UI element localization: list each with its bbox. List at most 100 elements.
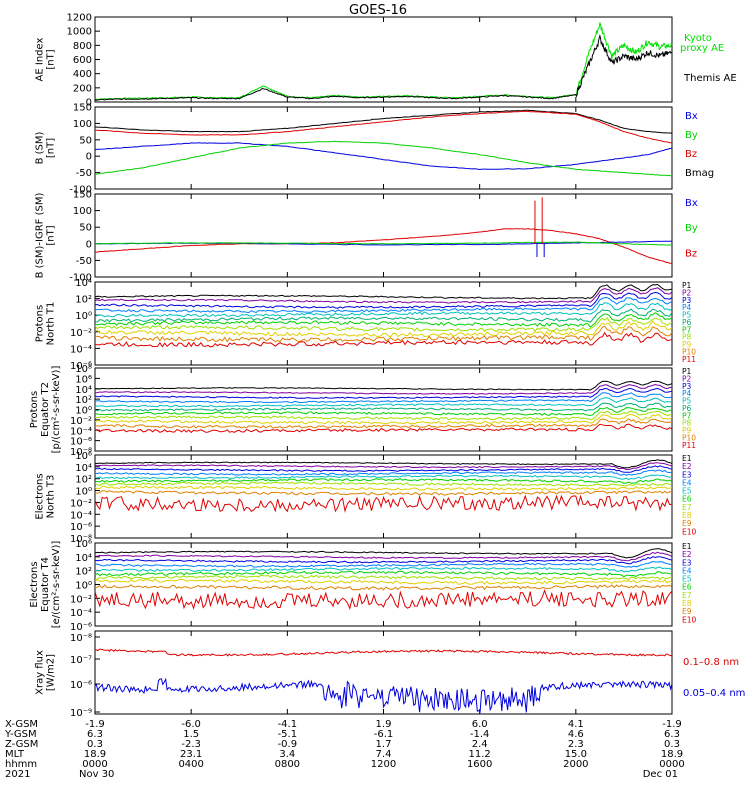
legend-bmag: Bmag [685, 168, 714, 179]
y-tick-label: 50 [79, 223, 92, 234]
y-tick-label: 10⁻⁶ [70, 361, 92, 372]
y-axis-label: Equator T2 [40, 382, 51, 437]
y-tick-label: 10⁰ [75, 406, 92, 417]
series-p9 [94, 413, 673, 425]
x-row-value: 2.4 [472, 739, 488, 750]
x-start-date: Nov 30 [79, 769, 114, 780]
y-tick-label: 100 [73, 206, 92, 217]
y-tick-label: 10⁶ [75, 539, 92, 550]
legend-p5: P5 [682, 311, 692, 320]
series-p2 [94, 383, 673, 395]
legend-bz: Bz [685, 149, 697, 160]
series-kyoto-proxy-ae [94, 22, 673, 101]
y-axis-label: [p/(cm²-s-sr-keV)] [51, 366, 62, 454]
y-tick-label: 10⁻² [70, 328, 92, 339]
y-tick-label: 100 [73, 119, 92, 130]
legend-p3: P3 [682, 382, 692, 391]
y-axis-label: [e/(cm²-s-sr-keV)] [51, 541, 62, 629]
x-row-value: 4.6 [568, 729, 584, 740]
legend-bx: Bx [685, 198, 698, 209]
y-tick-label: 0 [86, 239, 92, 250]
series-e4 [94, 560, 673, 568]
x-row-value: -1.9 [662, 719, 682, 730]
legend-e5: E5 [682, 487, 692, 496]
legend-by: By [685, 223, 698, 234]
legend-e6: E6 [682, 583, 692, 592]
y-tick-label: 10⁰ [75, 311, 92, 322]
series-bz [94, 228, 673, 265]
x-row-value: 0.3 [87, 739, 103, 750]
y-tick-label: 10⁻⁶ [70, 522, 92, 533]
y-tick-label: 10⁴ [75, 463, 92, 474]
x-row-value: 2000 [563, 759, 588, 770]
legend-p3: P3 [682, 296, 692, 305]
legend-bx: Bx [685, 111, 698, 122]
series-bx [94, 142, 673, 171]
series-e9 [94, 584, 673, 591]
y-axis-label: Protons [35, 305, 46, 342]
x-row-value: -5.1 [278, 729, 298, 740]
y-tick-label: 800 [73, 41, 92, 52]
y-axis-label: North T3 [46, 475, 57, 519]
legend-e3: E3 [682, 558, 692, 567]
legend-e1: E1 [682, 454, 692, 463]
x-axis-labels: X-GSM -1.9 -6.0 -4.1 1.9 6.0 4.1 -1.9 Y-GSM 6.3 1.… [4, 719, 685, 780]
x-row-value: 6.3 [664, 729, 680, 740]
series-p1 [94, 283, 673, 300]
legend-short-channel: 0.05–0.4 nm [683, 688, 745, 699]
y-tick-label: 10⁴ [75, 385, 92, 396]
series-bz [94, 110, 673, 144]
legend-p9: P9 [682, 426, 692, 435]
series-by [94, 140, 673, 177]
series-e7 [94, 481, 673, 487]
legend-p7: P7 [682, 325, 692, 334]
series-e7 [94, 574, 672, 581]
series-p10 [94, 418, 673, 429]
panel-electrons_t4: Electrons Equator T4 [e/(cm²-s-sr-keV)] 10⁶… [29, 539, 697, 633]
x-row-value: 23.1 [180, 749, 202, 760]
y-tick-label: 10² [75, 567, 92, 578]
y-tick-label: 0 [86, 98, 92, 109]
legend-p10: P10 [682, 433, 696, 442]
x-row-value: 1600 [467, 759, 492, 770]
y-tick-label: 150 [73, 190, 92, 201]
y-tick-label: -50 [76, 256, 92, 267]
y-tick-label: 10² [75, 475, 92, 486]
y-tick-label: 10⁻⁷ [70, 655, 92, 666]
x-row-value: -4.1 [278, 719, 298, 730]
legend-p1: P1 [682, 367, 692, 376]
x-row-value: 18.9 [661, 749, 683, 760]
series-themis-ae [94, 34, 673, 101]
legend-e10: E10 [682, 615, 697, 624]
x-row-value: 0000 [82, 759, 107, 770]
series-e8 [94, 485, 673, 491]
series-p4 [94, 392, 673, 404]
y-tick-label: 150 [73, 103, 92, 114]
x-row-value: 4.1 [568, 719, 584, 730]
series-e2 [95, 551, 673, 562]
x-row-value: -1.9 [85, 719, 105, 730]
panel-frame [94, 367, 673, 452]
y-tick-label: 1200 [67, 13, 92, 24]
legend-e7: E7 [682, 503, 692, 512]
series-e6 [94, 478, 673, 484]
series-e1 [94, 548, 673, 559]
legend-p11: P11 [682, 441, 696, 450]
panels: AE Index [nT]020040060080010001200Kyotopr… [29, 13, 745, 720]
series-e3 [94, 556, 673, 565]
series-e6 [94, 570, 672, 578]
y-axis-label: [nT] [46, 138, 57, 158]
y-tick-label: 10⁴ [75, 553, 92, 564]
series-bmag [94, 109, 673, 134]
y-tick-label: 10⁰ [75, 581, 92, 592]
y-tick-label: 10⁻² [70, 594, 92, 605]
y-tick-label: 10² [75, 395, 92, 406]
series-p7 [94, 407, 673, 417]
legend-e9: E9 [682, 607, 692, 616]
x-row-value: -1.4 [470, 729, 490, 740]
x-row-value: -6.0 [181, 719, 201, 730]
series-e2 [94, 462, 673, 471]
x-row-value: 1200 [371, 759, 396, 770]
legend-e2: E2 [682, 462, 692, 471]
x-row-value: 15.0 [565, 749, 587, 760]
